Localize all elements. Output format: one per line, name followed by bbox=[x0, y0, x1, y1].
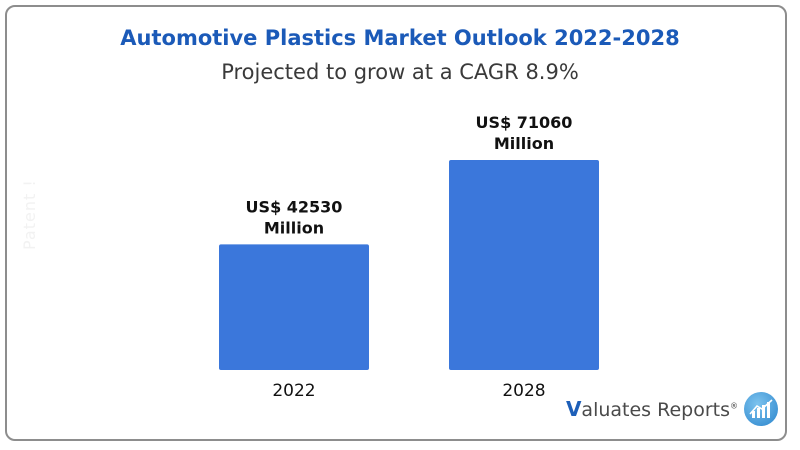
category-label-2022: 2022 bbox=[272, 381, 315, 401]
bar-2028 bbox=[449, 160, 599, 370]
value-label-2022-line-1: US$ 42530 bbox=[246, 197, 343, 216]
value-label-2022-line-2: Million bbox=[264, 218, 324, 237]
chart-growth-icon bbox=[744, 392, 778, 426]
logo-registered-mark: ® bbox=[730, 401, 738, 411]
chart-title: Automotive Plastics Market Outlook 2022-… bbox=[120, 26, 680, 50]
category-label-2028: 2028 bbox=[502, 381, 545, 401]
logo-initial: V bbox=[565, 397, 582, 421]
value-label-2028-line-1: US$ 71060 bbox=[476, 113, 573, 132]
logo-text: aluates Reports bbox=[581, 399, 730, 421]
chart-subtitle: Projected to grow at a CAGR 8.9% bbox=[221, 60, 579, 84]
value-label-2028-line-2: Million bbox=[494, 134, 554, 153]
valuates-reports-logo: Valuates Reports® bbox=[566, 392, 778, 426]
bar-2022 bbox=[219, 244, 369, 370]
chart-frame bbox=[5, 5, 787, 441]
logo-wordmark: Valuates Reports® bbox=[566, 397, 738, 421]
